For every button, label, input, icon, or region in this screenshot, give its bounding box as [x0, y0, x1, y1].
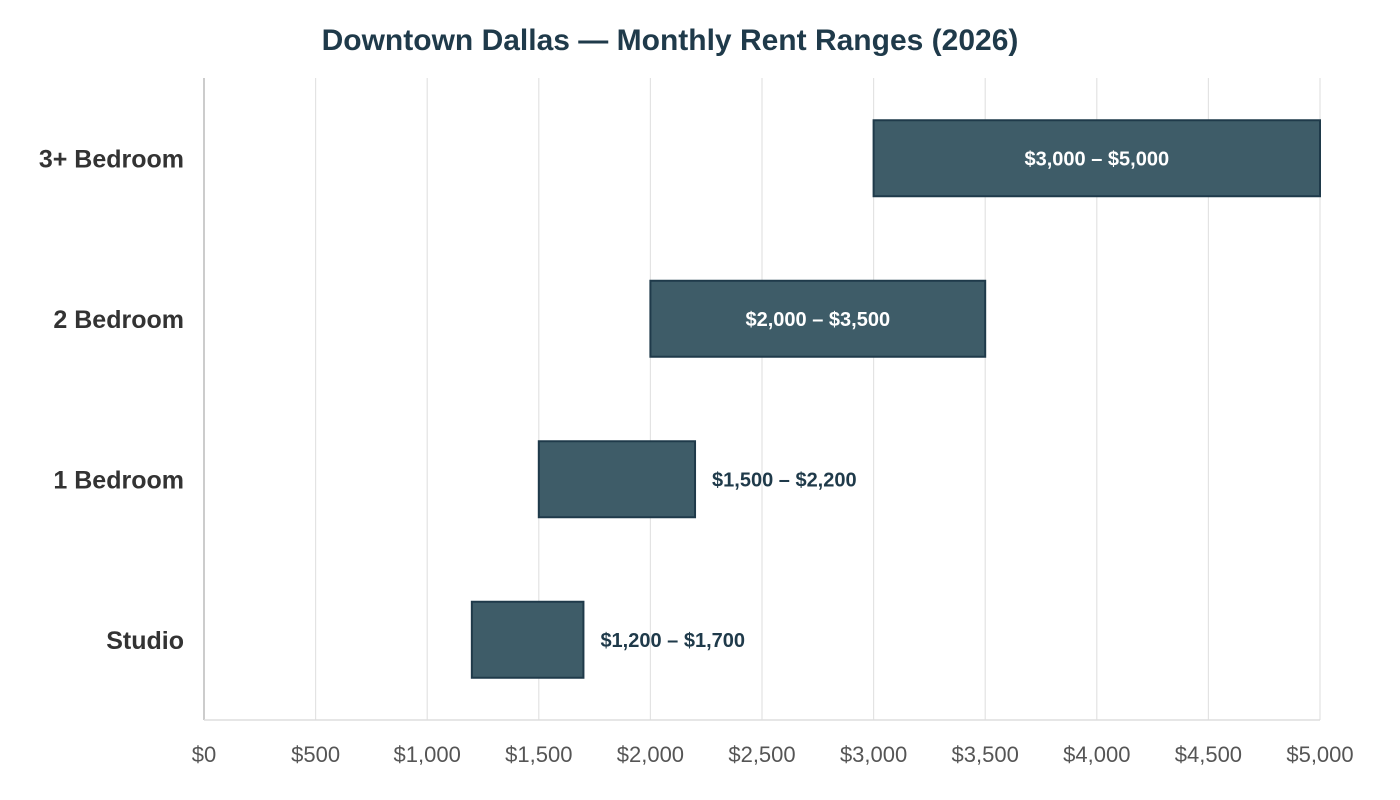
x-tick-label: $2,000 — [617, 742, 684, 767]
chart-title: Downtown Dallas — Monthly Rent Ranges (2… — [322, 24, 1019, 57]
x-tick-label: $1,000 — [394, 742, 461, 767]
range-bars: $3,000 – $5,000 $2,000 – $3,500 $1,500 – $… — [470, 119, 1321, 679]
range-bar — [537, 440, 697, 519]
category-label: 3+ Bedroom — [39, 145, 184, 173]
x-tick-label: $3,500 — [952, 742, 1019, 767]
bar-range-label: $1,500 – $2,200 — [712, 469, 857, 491]
x-tick-label: $2,500 — [728, 742, 795, 767]
axes — [203, 78, 1320, 721]
range-bar — [872, 119, 1321, 198]
range-bar — [470, 600, 585, 679]
category-label: 1 Bedroom — [53, 466, 184, 494]
category-label: 2 Bedroom — [53, 306, 184, 334]
category-labels: 3+ Bedroom 2 Bedroom 1 Bedroom Studio — [39, 145, 184, 655]
x-tick-label: $3,000 — [840, 742, 907, 767]
x-tick-label: $4,500 — [1175, 742, 1242, 767]
x-tick-labels: $0 $500 $1,000 $1,500 $2,000 $2,500 $3,000 $3,5… — [192, 742, 1354, 767]
category-label: Studio — [106, 627, 184, 655]
x-tick-label: $4,000 — [1063, 742, 1130, 767]
bar-range-label: $2,000 – $3,500 — [746, 309, 891, 331]
bar-range-label: $1,200 – $1,700 — [600, 630, 745, 652]
x-tick-label: $0 — [192, 742, 216, 767]
x-tick-label: $5,000 — [1286, 742, 1353, 767]
bar-range-label: $3,000 – $5,000 — [1025, 148, 1170, 170]
x-tick-label: $1,500 — [505, 742, 572, 767]
range-bar — [649, 279, 987, 358]
x-tick-label: $500 — [291, 742, 340, 767]
